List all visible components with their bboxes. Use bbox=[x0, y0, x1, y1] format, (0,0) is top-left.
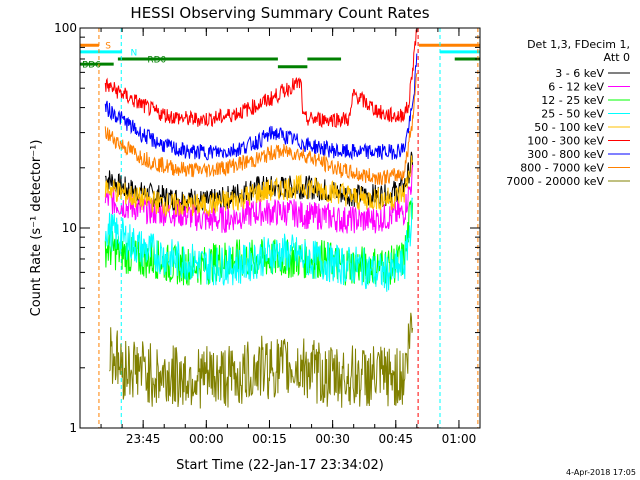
series-line-4 bbox=[104, 155, 414, 218]
y-axis-label: Count Rate (s⁻¹ detector⁻¹) bbox=[29, 140, 44, 317]
flag-bars-layer bbox=[80, 43, 480, 69]
x-tick-label-3: 00:30 bbox=[315, 432, 350, 446]
axes-layer: 23:45 00:00 00:15 00:30 00:45 01:00 1 10 100 bbox=[54, 21, 480, 446]
legend-label-3: 25 - 50 keV bbox=[541, 108, 604, 121]
legend-label-4: 50 - 100 keV bbox=[534, 121, 604, 134]
series-line-5 bbox=[104, 29, 418, 129]
legend-label-0: 3 - 6 keV bbox=[555, 67, 604, 80]
legend-label-5: 100 - 300 keV bbox=[527, 135, 604, 148]
series-line-7 bbox=[104, 73, 418, 186]
y-tick-label-2: 100 bbox=[54, 21, 77, 35]
x-axis-label: Start Time (22-Jan-17 23:34:02) bbox=[176, 458, 384, 473]
x-tick-label-0: 23:45 bbox=[126, 432, 161, 446]
legend-label-6: 300 - 800 keV bbox=[527, 148, 604, 161]
series-line-6 bbox=[104, 53, 418, 161]
legend-label-1: 6 - 12 keV bbox=[548, 81, 604, 94]
x-tick-label-2: 00:15 bbox=[252, 432, 287, 446]
legend-header-0: Det 1,3, FDecim 1, bbox=[527, 38, 630, 51]
legend-header-1: Att 0 bbox=[604, 51, 630, 64]
series-layer bbox=[104, 29, 418, 409]
legend-label-2: 12 - 25 keV bbox=[541, 94, 604, 107]
legend-label-8: 7000 - 20000 keV bbox=[506, 175, 604, 188]
footer-date: 4-Apr-2018 17:05 bbox=[566, 468, 636, 477]
flag-label-n: N bbox=[131, 48, 138, 58]
flag-label-s: S bbox=[105, 42, 111, 52]
flag-label-bd6: BD6 bbox=[82, 61, 101, 71]
x-tick-label-4: 00:45 bbox=[378, 432, 413, 446]
y-tick-label-0: 1 bbox=[69, 421, 77, 435]
series-line-3 bbox=[104, 197, 414, 292]
x-tick-label-5: 01:00 bbox=[442, 432, 477, 446]
y-tick-label-1: 10 bbox=[62, 221, 77, 235]
chart-title: HESSI Observing Summary Count Rates bbox=[130, 4, 429, 22]
x-tick-label-1: 00:00 bbox=[189, 432, 224, 446]
series-line-8 bbox=[109, 312, 414, 409]
legend-label-7: 800 - 7000 keV bbox=[520, 162, 604, 175]
flag-label-rd0: RD0 bbox=[147, 55, 166, 65]
